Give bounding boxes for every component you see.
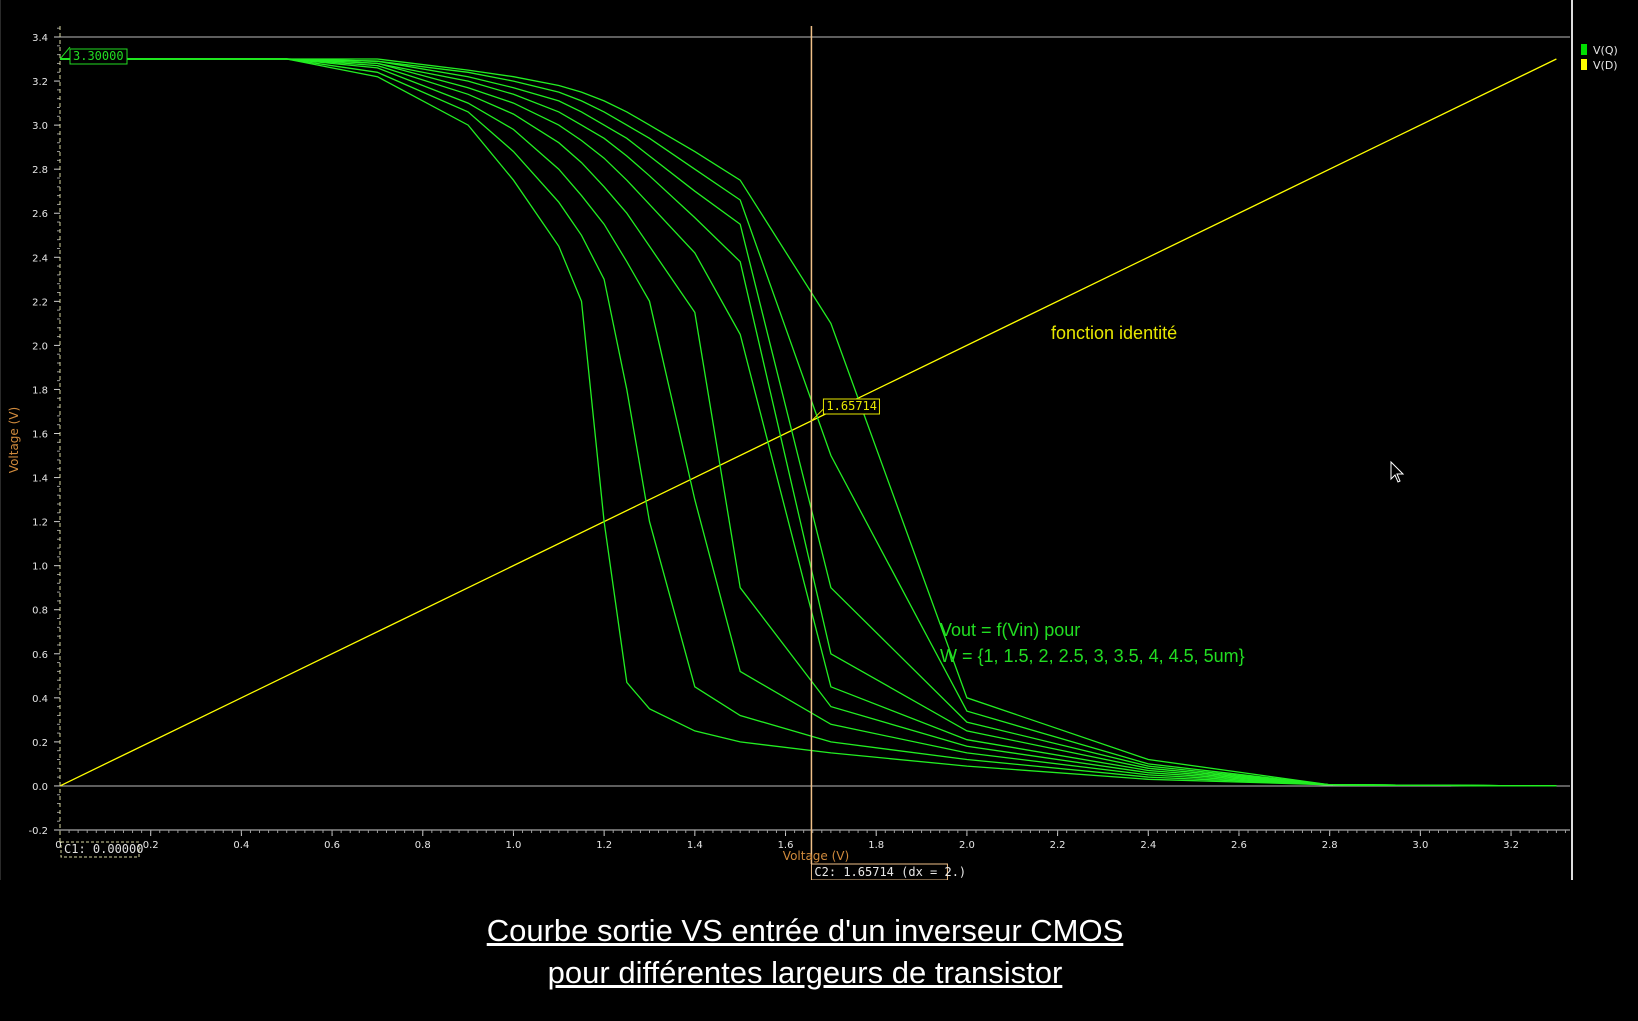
cursor-c1-readout: 3.30000 [73,49,124,63]
caption-line-1: Courbe sortie VS entrée d'un inverseur C… [486,913,1124,948]
y-tick-label: 2.2 [32,297,48,308]
x-axis-title: Voltage (V) [783,849,849,863]
y-tick-label: 2.8 [32,165,48,176]
y-tick-label: 2.6 [32,209,48,220]
y-tick-label: 3.2 [32,77,48,88]
legend-label: V(D) [1593,59,1618,72]
x-tick-label: 1.8 [868,840,884,851]
y-tick-label: 1.0 [32,562,48,573]
x-tick-label: 0.4 [233,840,249,851]
x-tick-label: 1.4 [687,840,703,851]
y-tick-label: 1.2 [32,518,48,529]
x-tick-label: 2.0 [959,840,975,851]
y-tick-label: 0.2 [32,738,48,749]
y-tick-label: 1.6 [32,430,48,441]
y-tick-label: 2.0 [32,341,48,352]
identity-annotation: fonction identité [1051,323,1177,343]
y-tick-label: 0.8 [32,606,48,617]
series-vq-curve-7 [60,58,1557,787]
legend-swatch [1581,59,1587,70]
plot-area: -0.2 0.0 0.2 0.4 0.6 0.8 1.0 1.2 1.4 1.6 1.8 2.0 2.2… [0,0,1618,880]
x-tick-label: 2.6 [1231,840,1247,851]
y-tick-label: 0.0 [32,782,48,793]
series-vq-curve-6 [60,58,1557,787]
cursor-c1-label: C1: 0.00000 [64,842,143,856]
vout-annotation-line2: W = {1, 1.5, 2, 2.5, 3, 3.5, 4, 4.5, 5um… [940,646,1245,666]
x-tick-label: 1.6 [778,840,794,851]
x-tick-label: 3.0 [1412,840,1428,851]
legend-swatch [1581,44,1587,55]
vout-annotation-line1: Vout = f(Vin) pour [940,620,1080,640]
x-tick-label: 1.0 [506,840,522,851]
cursor-c2-label: C2: 1.65714 (dx = 2.) [814,865,966,879]
x-tick-label: 1.2 [596,840,612,851]
y-tick-label: 3.4 [32,33,48,44]
series-vq-curve-4 [60,58,1557,787]
x-tick-label: 2.4 [1140,840,1156,851]
x-tick-label: 0.2 [143,840,159,851]
x-tick-label: 0.8 [415,840,431,851]
y-tick-label: 1.4 [32,474,48,485]
series-vq-curve-9 [60,58,1557,787]
series-vd-line [59,58,1557,787]
cursor-c2-leader [811,408,824,422]
y-tick-label: 1.8 [32,385,48,396]
cursor-c2-readout-box [822,398,880,415]
y-tick-label: -0.2 [28,826,48,837]
mouse-cursor-icon [1390,460,1405,483]
series-vq-curve-5 [60,58,1557,787]
series-vq-curve-1 [60,58,1557,787]
x-tick-label: 2.8 [1322,840,1338,851]
cursor-c1-label-box [60,841,140,858]
y-tick-label: 0.4 [32,694,48,705]
series-vq-curve-2 [60,58,1557,787]
legend-label: V(Q) [1593,44,1618,57]
caption: Courbe sortie VS entrée d'un inverseur C… [0,910,1610,994]
x-tick-label: 0. [55,840,65,851]
series-vq-curve-8 [60,58,1557,787]
y-tick-label: 3.0 [32,121,48,132]
caption-line-2: pour différentes largeurs de transistor [547,955,1063,990]
series-vq-curve-3 [60,58,1557,787]
x-tick-label: 2.2 [1050,840,1066,851]
y-tick-label: 2.4 [32,253,48,264]
cursor-c2-label-box [810,863,948,880]
x-tick-label: 3.2 [1503,840,1519,851]
x-tick-label: 0.6 [324,840,340,851]
cursor-c1-readout-box [69,48,128,65]
y-axis-title: Voltage (V) [7,407,21,473]
y-tick-label: 0.6 [32,650,48,661]
cursor-c2-readout: 1.65714 [826,399,877,413]
cursor-c1-leader [59,46,71,60]
